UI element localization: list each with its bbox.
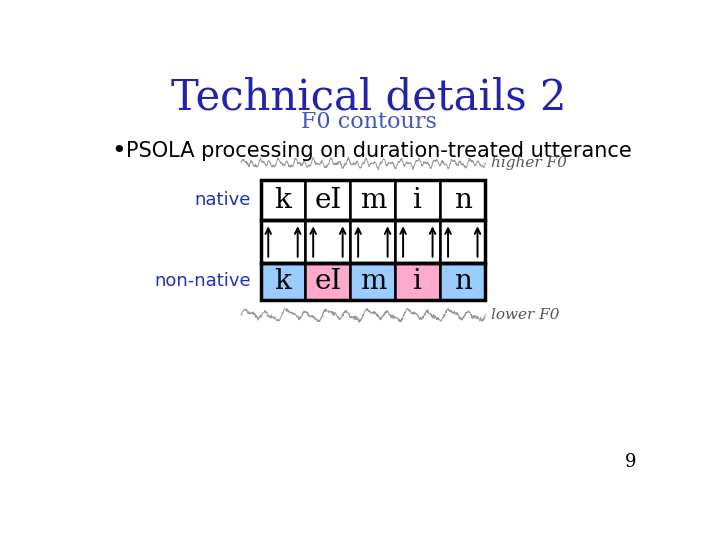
Text: n: n xyxy=(454,187,472,214)
Text: •: • xyxy=(112,139,127,163)
Bar xyxy=(351,180,395,220)
Text: non-native: non-native xyxy=(155,272,251,290)
Text: PSOLA processing on duration-treated utterance: PSOLA processing on duration-treated utt… xyxy=(126,141,631,161)
Bar xyxy=(305,180,351,220)
Text: native: native xyxy=(195,191,251,210)
Bar xyxy=(261,220,305,262)
Text: n: n xyxy=(454,268,472,295)
Text: Technical details 2: Technical details 2 xyxy=(171,76,567,118)
Text: higher F0: higher F0 xyxy=(492,157,567,170)
Bar xyxy=(351,220,395,262)
Text: k: k xyxy=(274,268,292,295)
Bar xyxy=(441,180,485,220)
Text: lower F0: lower F0 xyxy=(492,308,560,322)
Bar xyxy=(261,180,485,220)
Bar xyxy=(395,180,441,220)
Text: eI: eI xyxy=(315,187,341,214)
Bar xyxy=(261,262,305,300)
Text: m: m xyxy=(360,268,386,295)
Text: i: i xyxy=(413,268,422,295)
Bar xyxy=(395,262,441,300)
Text: F0 contours: F0 contours xyxy=(301,111,437,133)
Text: k: k xyxy=(274,187,292,214)
Text: m: m xyxy=(360,187,386,214)
Bar xyxy=(351,262,395,300)
Text: i: i xyxy=(413,187,422,214)
Bar xyxy=(261,220,485,262)
Text: 9: 9 xyxy=(625,454,636,471)
Text: eI: eI xyxy=(315,268,341,295)
Bar xyxy=(441,262,485,300)
Bar xyxy=(261,180,305,220)
Bar xyxy=(305,220,351,262)
Bar xyxy=(261,262,485,300)
Bar xyxy=(441,220,485,262)
Bar xyxy=(395,220,441,262)
Bar xyxy=(305,262,351,300)
